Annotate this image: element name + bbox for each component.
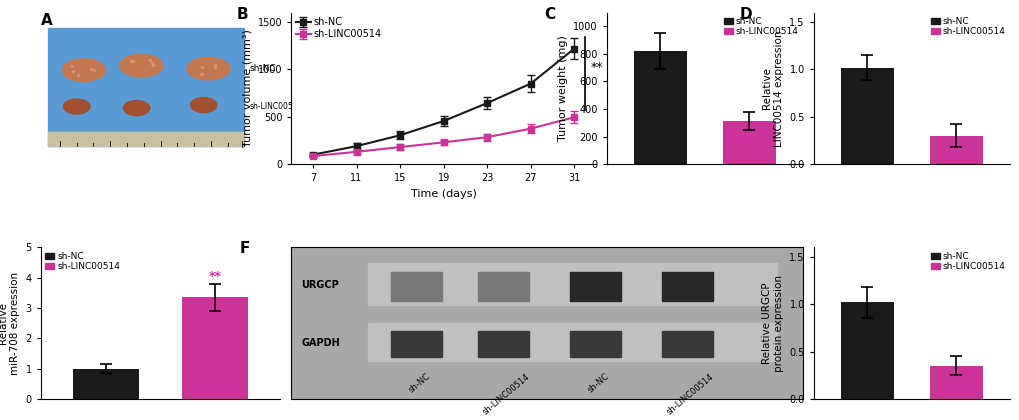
Ellipse shape — [63, 99, 90, 114]
Bar — [840, 68, 893, 164]
Legend: sh-NC, sh-LINC00514: sh-NC, sh-LINC00514 — [929, 17, 1005, 37]
Y-axis label: Relative
LINC00514 expression: Relative LINC00514 expression — [761, 30, 783, 147]
Text: sh-LINC00514: sh-LINC00514 — [664, 372, 715, 416]
Ellipse shape — [123, 100, 150, 116]
Text: A: A — [41, 13, 53, 28]
Ellipse shape — [191, 97, 217, 113]
Bar — [570, 272, 621, 300]
Bar — [478, 331, 529, 357]
Bar — [73, 369, 139, 399]
Legend: sh-NC, sh-LINC00514: sh-NC, sh-LINC00514 — [929, 252, 1005, 271]
Bar — [48, 132, 245, 146]
Bar — [368, 323, 776, 361]
Legend: sh-NC, sh-LINC00514: sh-NC, sh-LINC00514 — [723, 17, 798, 37]
Ellipse shape — [186, 57, 230, 80]
Bar — [661, 272, 712, 300]
Bar — [570, 331, 621, 357]
Text: sh-NC: sh-NC — [249, 64, 275, 73]
Y-axis label: Relative URGCP
protein expression: Relative URGCP protein expression — [761, 275, 783, 372]
Bar — [928, 366, 982, 399]
Bar — [182, 297, 248, 399]
Bar — [48, 28, 245, 146]
Bar — [390, 272, 442, 300]
Text: **: ** — [208, 270, 221, 283]
Y-axis label: Tumor weight (mg): Tumor weight (mg) — [557, 35, 568, 141]
Ellipse shape — [62, 59, 105, 81]
Text: **: ** — [590, 60, 602, 74]
Y-axis label: Tumor volume (mm³): Tumor volume (mm³) — [242, 29, 252, 147]
Bar — [390, 331, 442, 357]
Ellipse shape — [119, 54, 163, 77]
Bar — [928, 136, 982, 164]
Legend: sh-NC, sh-LINC00514: sh-NC, sh-LINC00514 — [45, 252, 120, 271]
Bar — [478, 272, 529, 300]
Bar — [633, 51, 687, 164]
Text: **: ** — [742, 131, 755, 144]
Text: URGCP: URGCP — [302, 281, 339, 290]
Text: sh-NC: sh-NC — [407, 372, 431, 395]
Legend: sh-NC, sh-LINC00514: sh-NC, sh-LINC00514 — [296, 18, 381, 39]
Text: C: C — [544, 7, 554, 21]
Bar — [661, 331, 712, 357]
Text: F: F — [239, 241, 251, 256]
Text: sh-NC: sh-NC — [585, 372, 610, 395]
Text: GAPDH: GAPDH — [302, 338, 340, 348]
Bar — [368, 262, 776, 305]
Text: sh-LINC00514: sh-LINC00514 — [249, 102, 303, 111]
Bar — [722, 121, 775, 164]
Text: D: D — [739, 7, 751, 21]
Text: B: B — [236, 7, 248, 21]
Text: sh-LINC00514: sh-LINC00514 — [480, 372, 531, 416]
Y-axis label: Relative
miR-708 expression: Relative miR-708 expression — [0, 272, 20, 375]
Text: **: ** — [949, 146, 962, 159]
Bar — [840, 302, 893, 399]
X-axis label: Time (days): Time (days) — [411, 189, 476, 199]
Text: **: ** — [949, 374, 962, 387]
